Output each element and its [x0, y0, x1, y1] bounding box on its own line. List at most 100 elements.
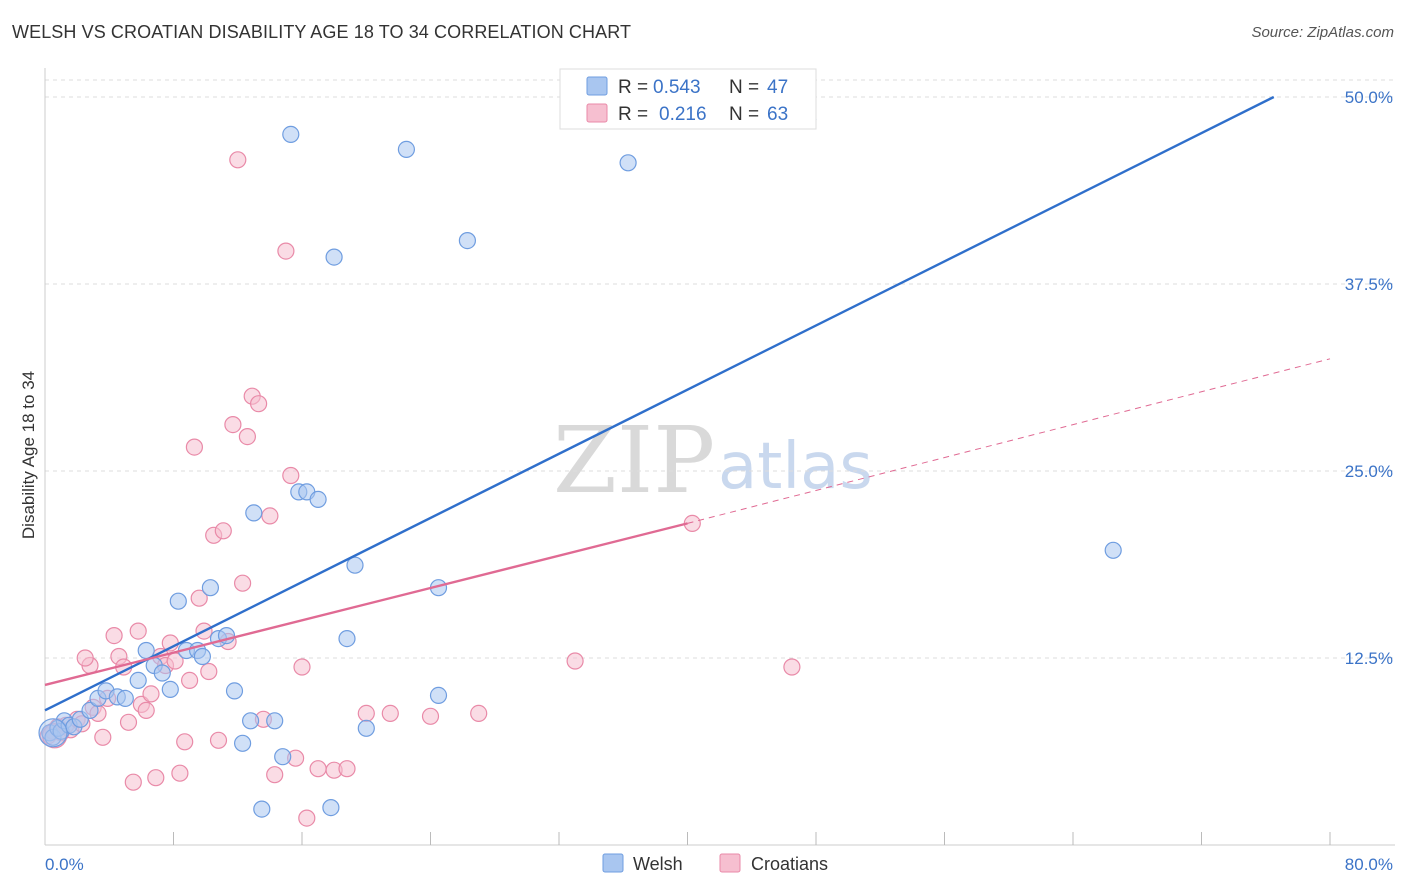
croatian-point-62 — [76, 649, 94, 667]
croatian-point-27 — [171, 764, 189, 782]
croatian-point-58 — [470, 704, 488, 723]
welsh-point-47 — [1104, 541, 1122, 559]
croatian-trend-line — [44, 522, 688, 687]
croatian-point-17 — [124, 773, 142, 791]
croatian-point-28 — [176, 733, 194, 751]
croatian-point-18 — [129, 622, 147, 640]
croatian-point-21 — [142, 685, 160, 703]
welsh-series-swatch — [602, 853, 624, 873]
y-tick-labels: 12.5% 25.0% 37.5% 50.0% — [1345, 88, 1393, 668]
croatian-point-41 — [238, 428, 256, 446]
gridlines — [45, 79, 1395, 659]
welsh-point-32 — [282, 125, 300, 143]
croatian-point-48 — [282, 466, 300, 485]
croatian-point-38 — [224, 416, 242, 434]
welsh-point-40 — [357, 719, 375, 737]
croatian-trend-extension — [687, 358, 1331, 524]
welsh-series-label: Welsh — [633, 854, 683, 874]
croatian-point-47 — [277, 242, 295, 260]
welsh-n-value: 47 — [767, 77, 788, 98]
croatian-point-57 — [421, 707, 440, 725]
welsh-point-36 — [325, 248, 343, 266]
croatian-point-50 — [293, 658, 311, 676]
y-axis-title: Disability Age 18 to 34 — [19, 371, 38, 539]
welsh-point-35 — [309, 490, 327, 508]
croatian-point-22 — [147, 769, 165, 787]
croatian-point-29 — [181, 671, 199, 690]
croatian-legend-swatch — [586, 103, 608, 123]
welsh-trend-line — [44, 95, 1275, 712]
croatian-point-46 — [266, 766, 284, 784]
croatian-point-33 — [200, 662, 218, 681]
welsh-point-21 — [193, 647, 211, 666]
x-tick-label-max: 80.0% — [1345, 855, 1393, 874]
welsh-point-30 — [266, 712, 284, 730]
welsh-point-16 — [153, 664, 171, 682]
welsh-point-cluster — [38, 718, 68, 748]
watermark-atlas: atlas — [718, 430, 873, 504]
welsh-point-12 — [116, 689, 134, 708]
welsh-point-45 — [619, 154, 637, 172]
welsh-point-42 — [429, 686, 448, 705]
welsh-point-39 — [346, 556, 364, 574]
croatian-point-35 — [209, 731, 228, 749]
axes — [44, 68, 1395, 846]
welsh-point-26 — [234, 734, 252, 752]
croatian-point-43 — [250, 395, 268, 413]
croatian-point-55 — [357, 704, 375, 723]
y-tick-label-3: 50.0% — [1345, 88, 1393, 107]
croatian-point-30 — [185, 438, 203, 456]
welsh-point-22 — [201, 579, 219, 597]
welsh-point-31 — [274, 748, 292, 766]
welsh-point-28 — [245, 504, 263, 522]
watermark-zip: ZIP — [553, 407, 715, 514]
croatian-point-16 — [119, 713, 138, 731]
watermark: ZIP atlas — [553, 407, 873, 514]
welsh-point-25 — [225, 682, 244, 700]
croatian-point-54 — [338, 760, 356, 778]
trend-lines — [44, 95, 1331, 712]
welsh-r-label: R = — [618, 77, 648, 98]
welsh-point-37 — [322, 798, 340, 817]
welsh-r-value: 0.543 — [653, 77, 701, 98]
x-tick-label-min: 0.0% — [45, 855, 84, 874]
x-tick-labels: 0.0% 80.0% — [45, 855, 1393, 874]
welsh-point-27 — [242, 712, 260, 730]
croatian-point-20 — [137, 701, 155, 720]
croatian-point-61 — [783, 658, 801, 676]
croatian-point-11 — [94, 728, 112, 746]
welsh-point-18 — [169, 592, 187, 610]
croatian-series-swatch — [719, 853, 741, 873]
croatian-point-39 — [229, 151, 247, 169]
croatian-point-45 — [261, 507, 279, 525]
croatian-n-value: 63 — [767, 104, 788, 125]
croatian-n-label: N = — [729, 104, 759, 125]
welsh-point-29 — [253, 800, 271, 818]
y-tick-label-0: 12.5% — [1345, 649, 1393, 668]
welsh-point-38 — [338, 629, 356, 648]
stats-legend: R = 0.543 N = 47 R = 0.216 N = 63 — [559, 68, 817, 130]
welsh-point-8 — [81, 701, 99, 720]
croatian-point-56 — [381, 704, 399, 723]
welsh-point-41 — [397, 140, 415, 158]
croatian-point-52 — [309, 760, 327, 778]
welsh-point-44 — [458, 232, 476, 250]
croatian-point-40 — [234, 574, 252, 592]
series-legend: Welsh Croatians — [602, 853, 828, 874]
croatian-r-value: 0.216 — [659, 104, 707, 125]
chart-title: WELSH VS CROATIAN DISABILITY AGE 18 TO 3… — [12, 22, 632, 42]
croatian-point-51 — [298, 809, 316, 827]
source-label: Source: ZipAtlas.com — [1251, 24, 1394, 41]
croatian-point-59 — [566, 652, 584, 670]
welsh-point-13 — [129, 671, 147, 690]
croatian-point-13 — [105, 626, 123, 645]
croatian-point-36 — [214, 522, 232, 540]
welsh-n-label: N = — [729, 77, 759, 98]
croatian-r-label: R = — [618, 104, 648, 125]
y-tick-label-2: 37.5% — [1345, 275, 1393, 294]
croatian-series-label: Croatians — [751, 854, 828, 874]
y-tick-label-1: 25.0% — [1345, 462, 1393, 481]
croatian-point-31 — [190, 589, 208, 607]
welsh-point-17 — [161, 680, 179, 699]
